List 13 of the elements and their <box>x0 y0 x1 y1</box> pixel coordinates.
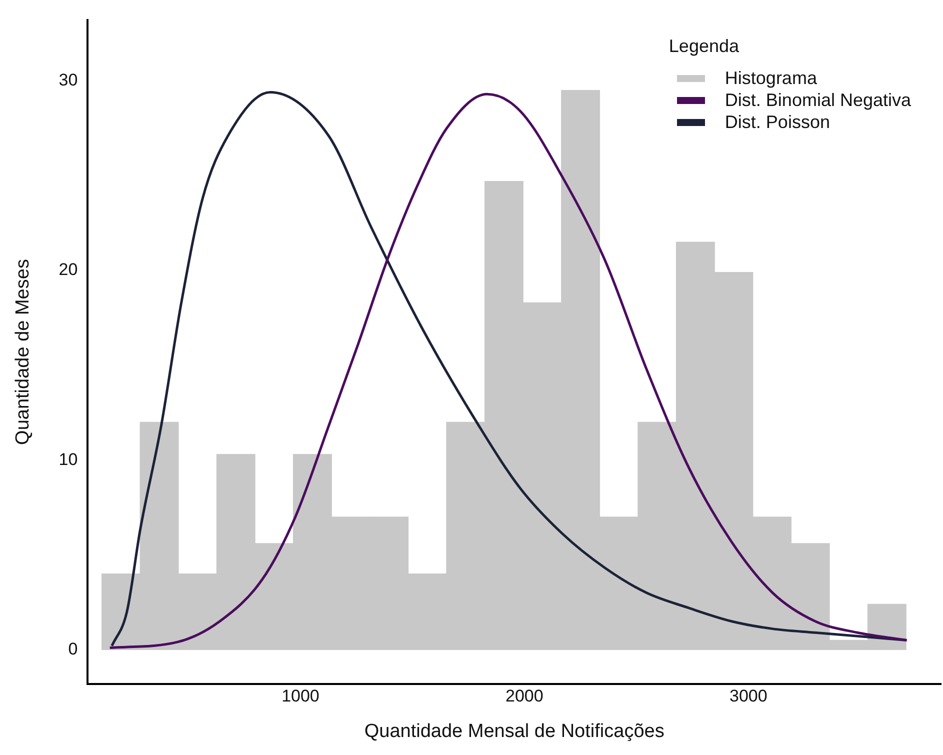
y-tick-label: 20 <box>58 260 78 280</box>
legend-label: Dist. Poisson <box>724 111 830 134</box>
legend-title: Legenda <box>668 35 740 58</box>
y-tick-label: 0 <box>68 639 78 658</box>
x-tick-label: 3000 <box>729 686 768 706</box>
y-axis-title: Quantidade de Meses <box>12 259 34 445</box>
legend-label: Dist. Binomial Negativa <box>724 89 911 112</box>
x-axis-title: Quantidade Mensal de Notificações <box>364 720 664 742</box>
legend-label: Histograma <box>724 67 817 90</box>
x-tick-label: 1000 <box>282 686 320 706</box>
y-tick-label: 10 <box>58 450 78 469</box>
x-tick-label: 2000 <box>506 686 544 706</box>
y-tick-label: 30 <box>58 70 78 90</box>
